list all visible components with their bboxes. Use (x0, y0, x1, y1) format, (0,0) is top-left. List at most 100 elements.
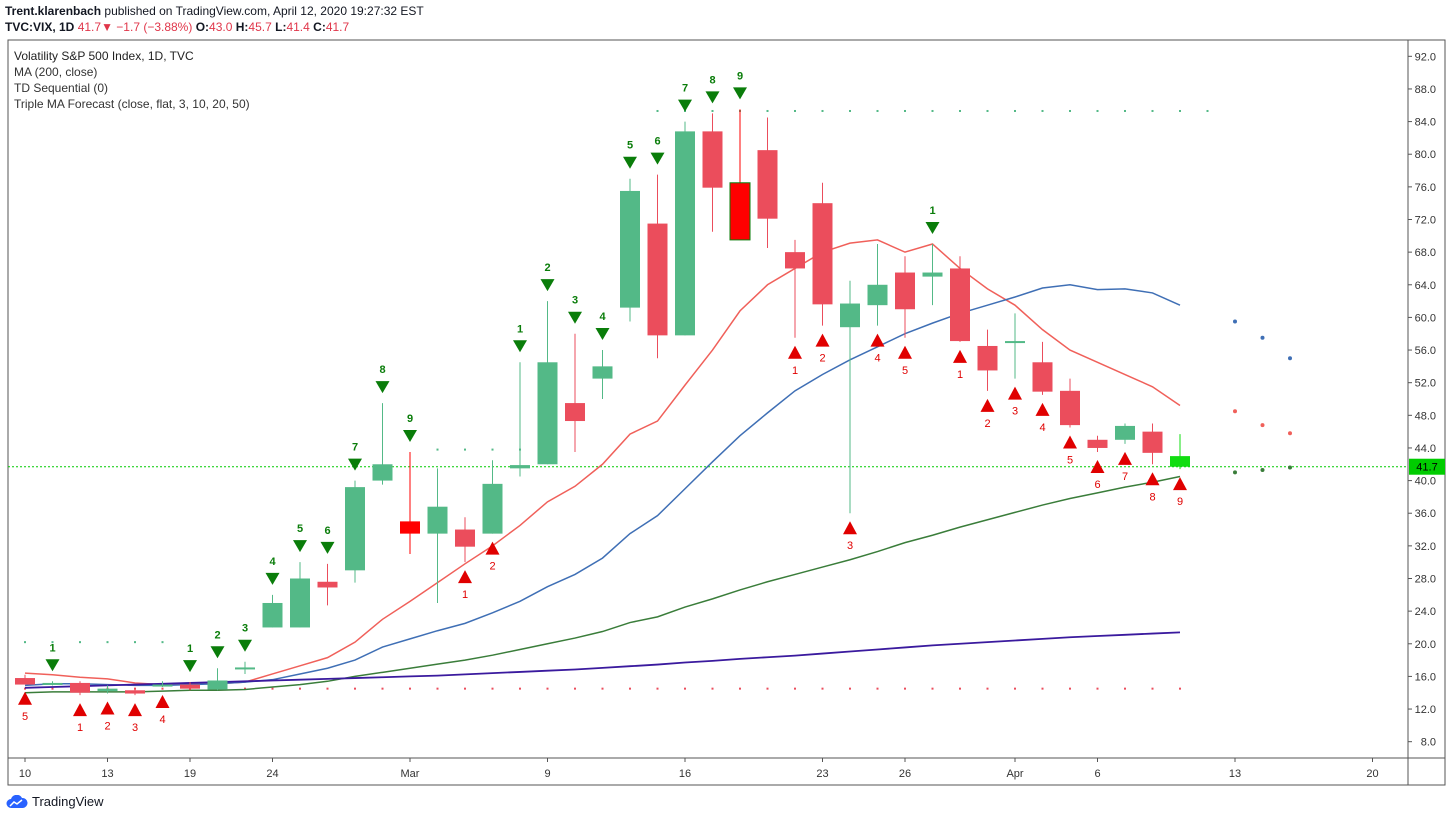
td-level-dot (464, 687, 466, 690)
candle-body[interactable] (729, 182, 751, 241)
td-buy-setup-marker (348, 458, 362, 471)
candle-body[interactable] (592, 366, 613, 379)
candle-body[interactable] (400, 521, 420, 534)
x-tick-label: 20 (1366, 768, 1378, 780)
candle-body[interactable] (207, 680, 228, 690)
candle-body[interactable] (757, 150, 778, 219)
td-level-dot (1096, 109, 1099, 112)
symbol-label: TVC:VIX, 1D (5, 20, 75, 34)
candle-body[interactable] (345, 487, 365, 571)
close-value: 41.7 (325, 20, 350, 34)
candle-body[interactable] (372, 464, 393, 481)
td-level-dot (1151, 109, 1154, 112)
y-tick-label: 16.0 (1415, 671, 1436, 683)
td-buy-setup-marker (705, 91, 720, 104)
candle-body[interactable] (565, 403, 585, 422)
candle-body[interactable] (702, 131, 723, 188)
td-buy-count-label: 1 (187, 643, 193, 655)
legend-ma200[interactable]: MA (200, close) (14, 65, 98, 79)
tradingview-logo[interactable]: TradingView (6, 794, 104, 809)
chart-frame (7, 39, 1446, 786)
candle-body[interactable] (455, 529, 475, 547)
candle-body[interactable] (1142, 431, 1163, 453)
candle-body[interactable] (1060, 390, 1080, 426)
td-sell-setup-marker (1173, 477, 1187, 491)
candle-body[interactable] (180, 684, 200, 689)
td-buy-setup-marker (183, 660, 197, 673)
td-level-dot (931, 687, 934, 690)
y-tick-label: 44.0 (1415, 443, 1436, 455)
y-tick-label: 56.0 (1415, 345, 1436, 357)
candle-body[interactable] (70, 682, 90, 693)
candle-body[interactable] (785, 252, 805, 269)
candle-body[interactable] (647, 223, 668, 336)
td-level-dot (1014, 109, 1016, 112)
forecast-dot (1260, 335, 1265, 340)
td-level-dot (491, 687, 494, 690)
td-sell-count-label: 1 (792, 365, 798, 377)
legend-td-sequential[interactable]: TD Sequential (0) (14, 81, 109, 95)
candle-body[interactable] (262, 602, 283, 628)
x-tick-label: 6 (1094, 768, 1100, 780)
td-buy-setup-marker (320, 541, 335, 554)
candle-body[interactable] (510, 465, 530, 469)
candle-body[interactable] (125, 690, 145, 694)
candle-body[interactable] (867, 284, 888, 306)
td-level-dot (106, 641, 109, 644)
cloud-logo-icon (6, 794, 28, 808)
td-level-dot (711, 109, 714, 112)
candle-body[interactable] (895, 272, 915, 310)
candle-body[interactable] (1032, 362, 1053, 392)
candle-body[interactable] (97, 688, 118, 692)
td-buy-count-label: 2 (544, 262, 550, 274)
legend-symbol[interactable]: Volatility S&P 500 Index, 1D, TVC (14, 49, 194, 63)
candle-body[interactable] (812, 203, 833, 305)
candle-body[interactable] (537, 362, 558, 465)
td-level-dot (656, 109, 659, 112)
candle-body[interactable] (620, 190, 640, 308)
td-level-dot (51, 687, 54, 690)
forecast-dot (1288, 431, 1292, 436)
td-sell-setup-marker (485, 541, 500, 555)
td-buy-setup-marker (678, 99, 692, 112)
price-chart[interactable]: 92.088.084.080.076.072.068.064.060.056.0… (0, 0, 1456, 790)
candle-body[interactable] (42, 682, 63, 685)
candle-body[interactable] (675, 131, 695, 336)
high-label: H: (235, 20, 249, 34)
td-sell-setup-marker (73, 703, 87, 717)
candle-body[interactable] (427, 506, 448, 534)
td-buy-setup-marker (595, 328, 610, 341)
candle-body[interactable] (1005, 341, 1025, 344)
y-tick-label: 60.0 (1415, 312, 1436, 324)
candle-body[interactable] (235, 667, 255, 670)
author-name[interactable]: Trent.klarenbach (5, 4, 102, 18)
candle-body[interactable] (840, 303, 860, 328)
candle-body[interactable] (977, 345, 998, 371)
candle-body[interactable] (482, 483, 503, 534)
candle-body[interactable] (1087, 439, 1108, 448)
candle-body[interactable] (1170, 456, 1190, 467)
candle-body[interactable] (1115, 425, 1135, 440)
td-buy-count-label: 6 (654, 136, 660, 148)
td-sell-count-label: 2 (104, 721, 110, 733)
td-sell-count-label: 5 (902, 365, 908, 377)
candle-body[interactable] (15, 678, 35, 685)
td-level-dot (876, 687, 879, 690)
candle-body[interactable] (290, 578, 310, 628)
td-level-dot (381, 687, 384, 690)
td-level-dot (766, 109, 769, 112)
td-buy-setup-marker (45, 659, 60, 672)
td-sell-count-label: 8 (1149, 491, 1155, 503)
td-buy-count-label: 5 (297, 523, 303, 535)
candle-body[interactable] (152, 684, 173, 687)
candle-body[interactable] (950, 268, 970, 342)
candle-body[interactable] (922, 272, 943, 277)
legend-triple-ma[interactable]: Triple MA Forecast (close, flat, 3, 10, … (14, 97, 250, 111)
td-buy-count-label: 5 (627, 140, 633, 152)
td-sell-setup-marker (953, 349, 967, 363)
candle-body[interactable] (317, 581, 338, 588)
last-price: 41.7 (77, 20, 102, 34)
td-buy-count-label: 7 (352, 442, 358, 454)
td-level-dot (1041, 687, 1044, 690)
td-level-dot (134, 641, 136, 644)
